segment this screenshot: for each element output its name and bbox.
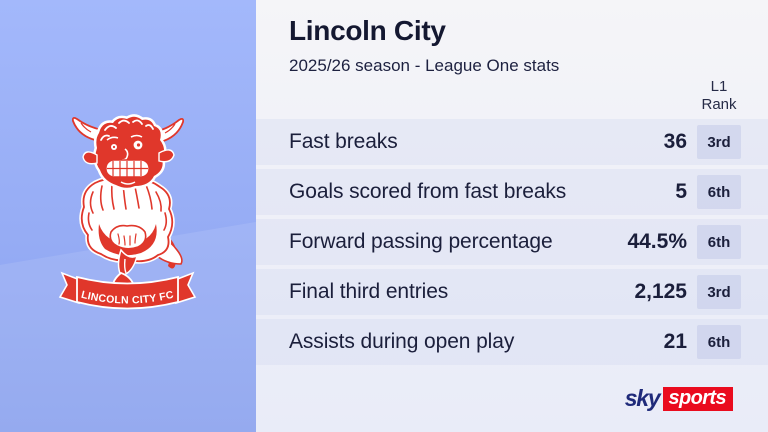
stat-label: Forward passing percentage xyxy=(289,230,553,253)
crest-banner: LINCOLN CITY FC xyxy=(58,271,197,310)
stat-value: 2,125 xyxy=(634,280,687,303)
stat-value: 21 xyxy=(663,330,687,353)
imp-hands xyxy=(109,224,147,250)
imp-ear-right xyxy=(158,149,175,163)
table-row: Goals scored from fast breaks 5 6th xyxy=(256,169,768,215)
imp-curls xyxy=(100,119,154,141)
table-row: Forward passing percentage 44.5% 6th xyxy=(256,219,768,265)
rank-header-line2: Rank xyxy=(701,96,737,113)
rank-badge: 6th xyxy=(697,175,741,209)
imp-horn-stripe-right xyxy=(164,123,176,134)
imp-leg-highlight xyxy=(123,258,127,274)
imp-horn-stripe-left xyxy=(80,122,92,133)
stats-panel: Lincoln City 2025/26 season - League One… xyxy=(256,0,768,432)
sky-wordmark: sky xyxy=(624,385,661,411)
imp-leg xyxy=(117,248,139,277)
imp-face xyxy=(105,134,150,185)
stat-label: Final third entries xyxy=(289,280,449,303)
table-row: Final third entries 2,125 3rd xyxy=(256,269,768,315)
club-panel: LINCOLN CITY FC xyxy=(0,0,256,432)
stat-value: 36 xyxy=(663,130,687,153)
stat-value: 44.5% xyxy=(627,230,687,253)
imp-fingers xyxy=(117,233,137,246)
sports-wordmark: sports xyxy=(663,386,733,411)
stat-label: Goals scored from fast breaks xyxy=(289,180,567,203)
lincoln-city-crest-icon: LINCOLN CITY FC xyxy=(58,114,197,310)
stat-label: Assists during open play xyxy=(289,330,515,353)
page-subtitle: 2025/26 season - League One stats xyxy=(289,56,560,75)
imp-belly xyxy=(98,224,157,256)
stats-table: Fast breaks 36 3rd Goals scored from fas… xyxy=(256,119,768,369)
rank-badge: 3rd xyxy=(697,125,741,159)
stat-value: 5 xyxy=(675,180,687,203)
crest-banner-text: LINCOLN CITY FC xyxy=(80,289,175,307)
rank-header-line1: L1 xyxy=(710,78,728,95)
svg-text:LINCOLN CITY FC: LINCOLN CITY FC xyxy=(80,289,175,307)
page-title: Lincoln City xyxy=(289,15,446,46)
table-row: Assists during open play 21 6th xyxy=(256,319,768,365)
rank-badge: 6th xyxy=(697,325,741,359)
rank-badge: 6th xyxy=(697,225,741,259)
rank-column-header: L1 Rank xyxy=(697,78,741,114)
sky-sports-logo: sky sports xyxy=(625,385,733,412)
table-row: Fast breaks 36 3rd xyxy=(256,119,768,165)
stat-label: Fast breaks xyxy=(289,130,398,153)
imp-ear-left xyxy=(82,151,98,165)
rank-badge: 3rd xyxy=(697,275,741,309)
